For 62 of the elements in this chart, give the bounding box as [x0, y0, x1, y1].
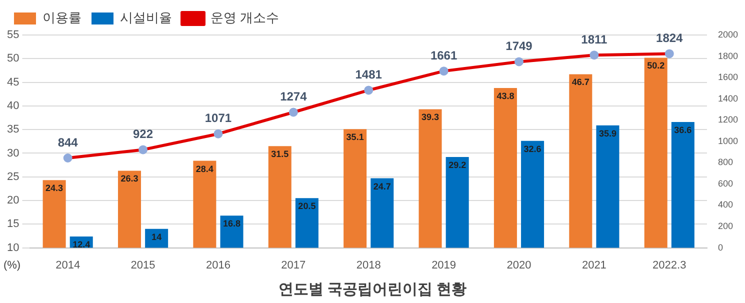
y-tick-label: 50	[6, 52, 20, 65]
x-tick-label: 2018	[356, 259, 381, 272]
legend-label: 시설비율	[120, 10, 172, 26]
data-label: 28.4	[196, 164, 214, 174]
data-label: 16.8	[222, 218, 241, 229]
data-label: 1274	[280, 90, 308, 104]
data-label: 29.2	[448, 160, 466, 170]
data-label: 1481	[355, 68, 382, 82]
y2-tick-label: 1800	[718, 50, 738, 61]
y-axis-title: (%)	[3, 259, 21, 272]
x-tick-label: 2019	[432, 259, 456, 272]
y2-tick-label: 1200	[718, 114, 738, 125]
data-label: 922	[133, 127, 154, 142]
text: 연도별 국공립어린이집 현황	[278, 281, 467, 298]
x-tick-label: 2020	[506, 259, 532, 272]
data-label: 1661	[430, 48, 458, 62]
data-label: 26.3	[120, 174, 138, 184]
data-label: 12.4	[72, 239, 90, 250]
data-label: 43.8	[496, 90, 514, 101]
y2-tick-label: 2000	[718, 29, 738, 40]
legend-label: 운영 개소수	[210, 10, 280, 26]
x-tick-label: 2017	[281, 259, 306, 272]
data-label: 1824	[656, 31, 684, 46]
y-tick-label: 45	[6, 76, 20, 88]
y2-tick-label: 0	[718, 242, 723, 252]
y-tick-label: 10	[6, 242, 20, 254]
data-label: 1749	[506, 39, 533, 54]
data-label: 844	[58, 135, 78, 150]
y2-tick-label: 1000	[718, 136, 738, 146]
data-label: 24.7	[373, 181, 391, 192]
data-label: 1811	[581, 32, 608, 46]
y-tick-label: 30	[6, 147, 20, 160]
y-tick-label: 15	[6, 218, 20, 230]
y2-tick-label: 1400	[718, 93, 738, 104]
data-label: 35.9	[598, 128, 616, 138]
data-label: 32.6	[524, 144, 542, 154]
data-label: 36.6	[674, 124, 692, 135]
x-tick-label: 2021	[582, 259, 606, 272]
data-label: 39.3	[422, 112, 440, 122]
x-tick-label: 2022.3	[652, 259, 686, 272]
data-label: 31.5	[271, 149, 289, 160]
data-label: 35.1	[346, 132, 364, 142]
y-tick-label: 20	[6, 194, 20, 207]
data-label: 20.5	[298, 201, 316, 212]
data-label: 50.2	[647, 60, 665, 71]
x-tick-label: 2016	[206, 259, 230, 272]
y-tick-label: 35	[6, 124, 20, 136]
y-tick-label: 55	[6, 29, 20, 42]
y2-tick-label: 400	[718, 200, 734, 210]
y-tick-label: 40	[6, 100, 20, 112]
y2-tick-label: 1600	[718, 72, 738, 82]
data-label: 14	[152, 232, 162, 242]
y2-tick-label: 200	[718, 221, 734, 232]
x-tick-label: 2014	[56, 259, 80, 272]
y2-tick-label: 600	[718, 178, 734, 188]
data-label: 1071	[204, 111, 232, 126]
data-label: 46.7	[572, 77, 590, 88]
y2-tick-label: 800	[718, 157, 734, 168]
data-label: 24.3	[46, 183, 64, 194]
legend-label: 이용률	[42, 10, 82, 26]
x-tick-label: 2015	[130, 259, 156, 272]
y-tick-label: 25	[6, 170, 20, 183]
